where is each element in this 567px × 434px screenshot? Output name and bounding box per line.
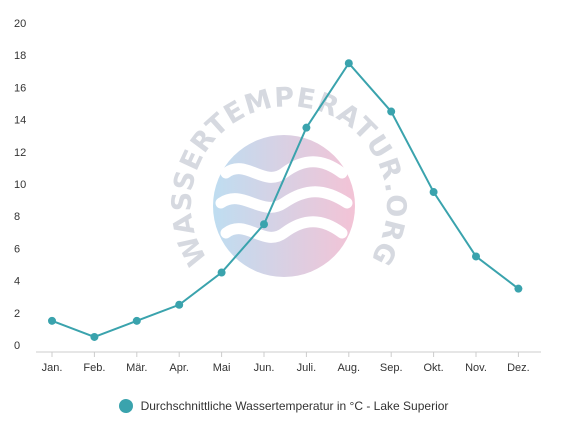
- y-tick-label: 14: [14, 115, 26, 127]
- y-tick-label: 18: [14, 50, 26, 62]
- data-point[interactable]: [217, 268, 226, 277]
- series-points: [48, 59, 523, 341]
- y-tick-label: 8: [14, 211, 20, 223]
- data-point[interactable]: [472, 252, 480, 261]
- x-tick-label: Jun.: [254, 362, 275, 374]
- x-tick-label: Mai: [213, 362, 231, 374]
- watermark-waves-icon: [215, 156, 353, 243]
- data-point[interactable]: [48, 316, 56, 325]
- series-line: [51, 61, 520, 339]
- x-tick-label: Jan.: [42, 362, 63, 374]
- y-tick-label: 20: [14, 18, 26, 30]
- y-tick-label: 0: [14, 340, 20, 352]
- y-tick-label: 2: [14, 308, 20, 320]
- x-tick-label: Juli.: [297, 362, 317, 374]
- legend-label: Durchschnittliche Wassertemperatur in °C…: [140, 398, 449, 413]
- y-tick-label: 4: [14, 276, 20, 288]
- data-point[interactable]: [260, 220, 268, 229]
- y-tick-label: 12: [14, 147, 26, 159]
- x-axis-ticks: Jan. Feb. Mär. Apr. Mai Jun. Juli. Aug. Sep. Okt.…: [42, 352, 530, 374]
- legend-marker-icon: [118, 398, 133, 413]
- legend[interactable]: Durchschnittliche Wassertemperatur in °C…: [0, 398, 567, 413]
- data-point[interactable]: [302, 123, 311, 132]
- data-point[interactable]: [90, 332, 99, 341]
- data-point[interactable]: [344, 59, 353, 68]
- x-tick-label: Apr.: [169, 362, 189, 374]
- data-point[interactable]: [175, 300, 184, 309]
- y-tick-label: 16: [14, 82, 26, 94]
- watermark: WASSERTEMPERATUR.ORG: [167, 82, 410, 277]
- data-point[interactable]: [429, 188, 438, 197]
- data-point[interactable]: [514, 284, 523, 293]
- data-point[interactable]: [132, 316, 141, 325]
- x-tick-label: Mär.: [126, 362, 147, 374]
- y-axis-ticks: 0 2 4 6 8 10 12 14 16 18 20: [14, 18, 26, 352]
- x-tick-label: Aug.: [337, 362, 360, 374]
- x-tick-label: Dez.: [507, 362, 530, 374]
- x-tick-label: Sep.: [380, 362, 403, 374]
- x-tick-label: Okt.: [424, 362, 444, 374]
- data-point[interactable]: [387, 107, 396, 116]
- x-tick-label: Nov.: [465, 362, 487, 374]
- x-tick-label: Feb.: [83, 362, 105, 374]
- y-tick-label: 10: [14, 179, 26, 191]
- y-tick-label: 6: [14, 243, 20, 255]
